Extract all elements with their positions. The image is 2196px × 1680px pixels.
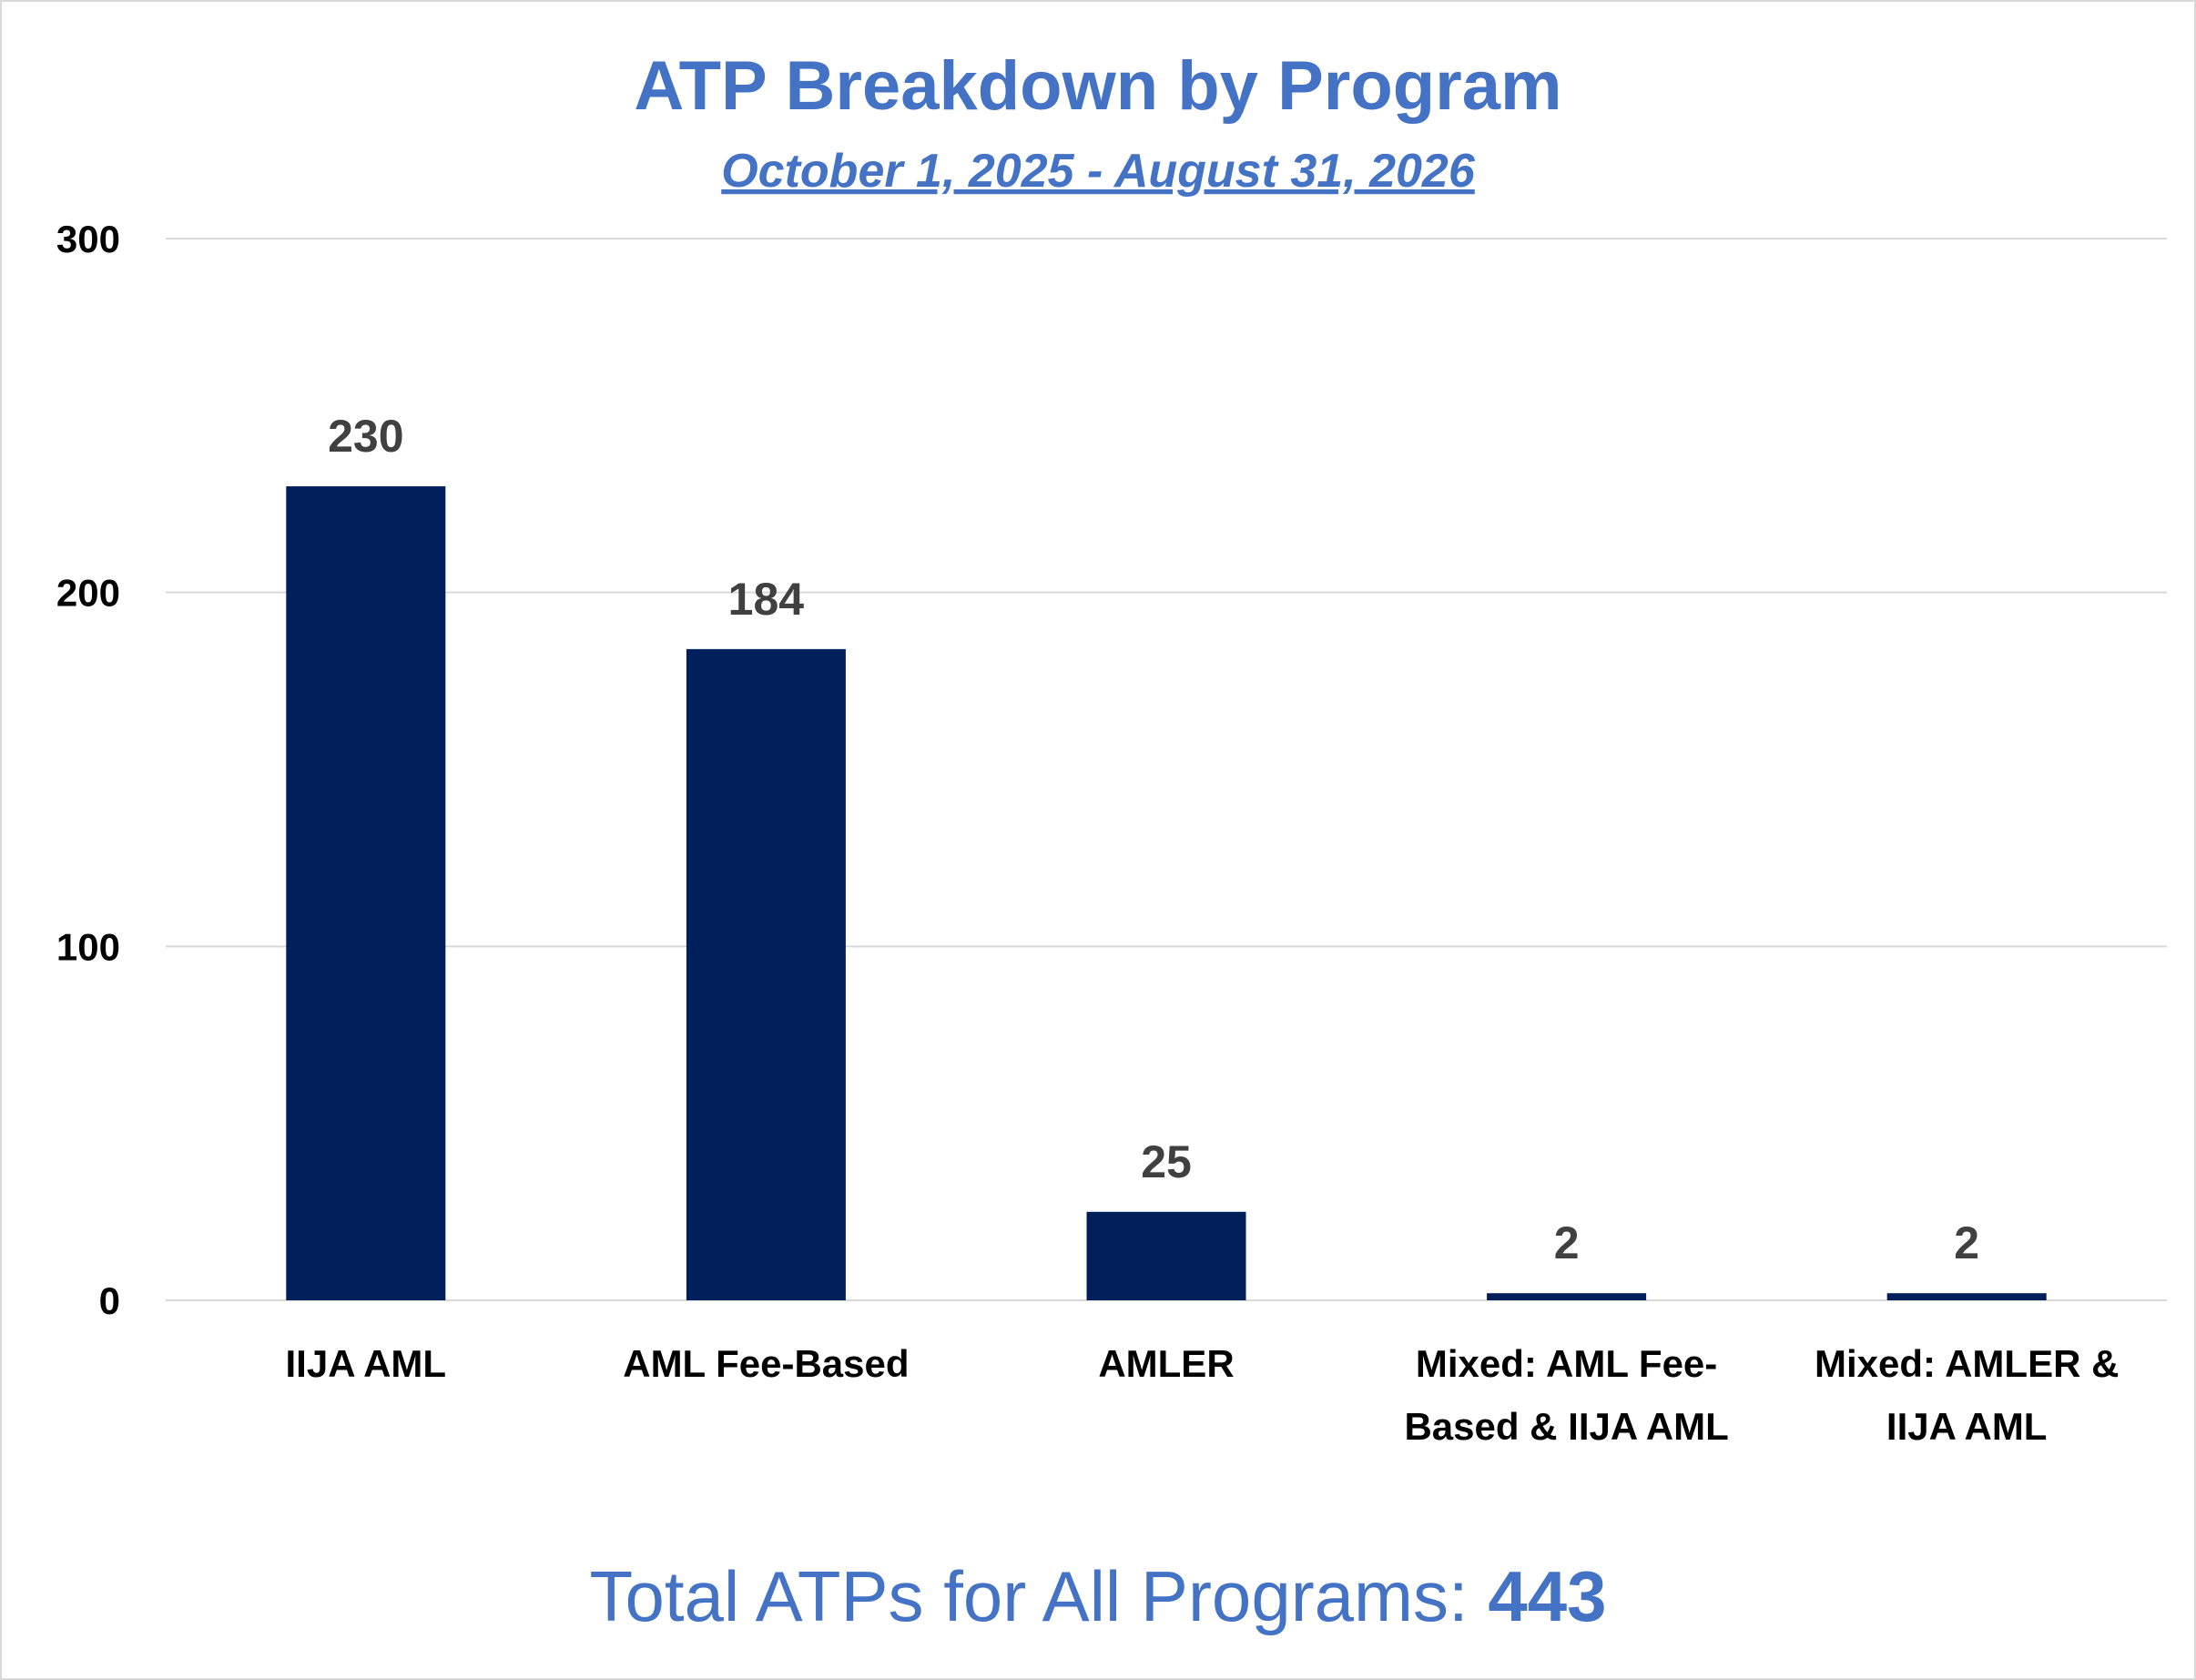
data-label: 25 [1141, 1136, 1192, 1187]
bar [1487, 1293, 1647, 1300]
y-tick-label: 100 [56, 925, 120, 968]
data-label: 2 [1554, 1217, 1580, 1268]
x-category-label: AMLER [1098, 1342, 1234, 1385]
bars [286, 486, 2047, 1300]
total-footer: Total ATPs for All Programs: 443 [589, 1556, 1606, 1636]
bar [286, 486, 446, 1300]
bar [1886, 1293, 2047, 1300]
bar [686, 648, 846, 1300]
total-footer-label: Total ATPs for All Programs: [589, 1556, 1488, 1636]
x-axis-categories: IIJA AML AML Fee-Based AMLER Mixed: AML Fee… [286, 1342, 2120, 1448]
data-label: 2 [1954, 1217, 1979, 1268]
x-category-label: Mixed: AMLER & IIJA AML [1815, 1342, 2119, 1448]
x-category-label-line: AMLER [1098, 1342, 1234, 1385]
chart-subtitle: October 1, 2025 - August 31, 2026 [721, 145, 1476, 198]
data-labels: 230 184 25 2 2 [328, 411, 1979, 1268]
y-tick-label: 200 [56, 572, 120, 615]
x-category-label: IIJA AML [286, 1342, 447, 1385]
x-category-label-line: Mixed: AML Fee- [1416, 1342, 1717, 1385]
y-tick-label: 0 [99, 1279, 120, 1322]
x-category-label-line: IIJA AML [1886, 1405, 2048, 1448]
x-category-label-line: Mixed: AMLER & [1815, 1342, 2119, 1385]
x-category-label: Mixed: AML Fee- Based & IIJA AML [1404, 1342, 1728, 1448]
y-tick-label: 300 [56, 218, 120, 260]
bar [1086, 1211, 1246, 1300]
y-axis-ticks: 0 100 200 300 [56, 218, 120, 1322]
x-category-label-line: AML Fee-Based [623, 1342, 909, 1385]
x-category-label-line: Based & IIJA AML [1404, 1405, 1728, 1448]
x-category-label-line: IIJA AML [286, 1342, 447, 1385]
data-label: 184 [728, 574, 805, 625]
chart-title: ATP Breakdown by Program [634, 47, 1561, 125]
total-footer-value: 443 [1488, 1556, 1606, 1636]
x-category-label: AML Fee-Based [623, 1342, 909, 1385]
data-label: 230 [328, 411, 403, 462]
